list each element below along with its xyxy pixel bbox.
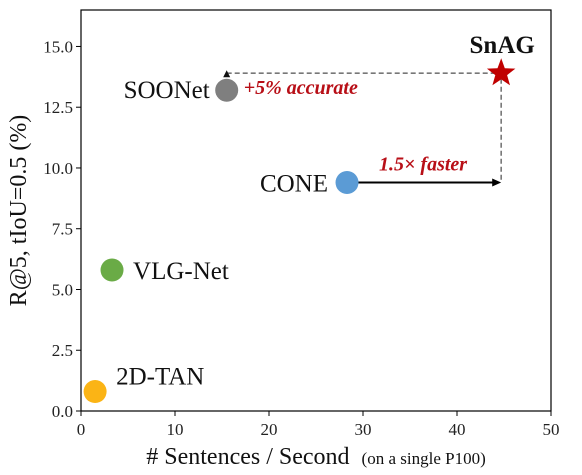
x-axis-title-note: (on a single P100) <box>362 449 486 468</box>
x-tick-label: 50 <box>543 420 560 439</box>
point-label: 2D-TAN <box>116 364 204 391</box>
speed-arrow-head <box>492 178 502 187</box>
point-label: VLG-Net <box>133 258 229 285</box>
data-point <box>83 380 107 404</box>
plot-frame <box>80 9 552 412</box>
y-tick-label: 10.0 <box>43 159 73 178</box>
point-label: CONE <box>260 171 328 198</box>
data-point <box>215 78 239 102</box>
annotation-accuracy: +5% accurate <box>244 77 358 99</box>
y-tick-label: 15.0 <box>43 37 73 56</box>
y-tick-label: 7.5 <box>52 220 73 239</box>
x-tick-label: 20 <box>261 420 278 439</box>
plot-area: 0 10 20 30 40 50 0.0 2.5 5.0 7.5 10.0 12.5 15.0 +5% a… <box>43 9 560 439</box>
accuracy-arrow-head <box>223 70 231 78</box>
point-label: SOONet <box>124 77 210 104</box>
x-tick-label: 30 <box>355 420 372 439</box>
y-tick-label: 5.0 <box>52 280 73 299</box>
x-tick-label: 10 <box>167 420 184 439</box>
y-tick-label: 0.0 <box>52 402 73 421</box>
point-label: SnAG <box>470 32 535 59</box>
annotation-speed: 1.5× faster <box>379 154 467 176</box>
x-tick-label: 40 <box>449 420 466 439</box>
data-point <box>100 258 124 282</box>
y-tick-label: 12.5 <box>43 98 73 117</box>
data-point-star <box>486 58 516 86</box>
y-axis-title: R@5, tIoU=0.5 (%) <box>6 115 32 307</box>
x-axis-title-main: # Sentences / Second <box>146 444 349 470</box>
x-axis-title: # Sentences / Second (on a single P100) <box>146 444 485 470</box>
y-tick-label: 2.5 <box>52 341 73 360</box>
data-point <box>335 171 359 195</box>
x-tick-label: 0 <box>77 420 86 439</box>
